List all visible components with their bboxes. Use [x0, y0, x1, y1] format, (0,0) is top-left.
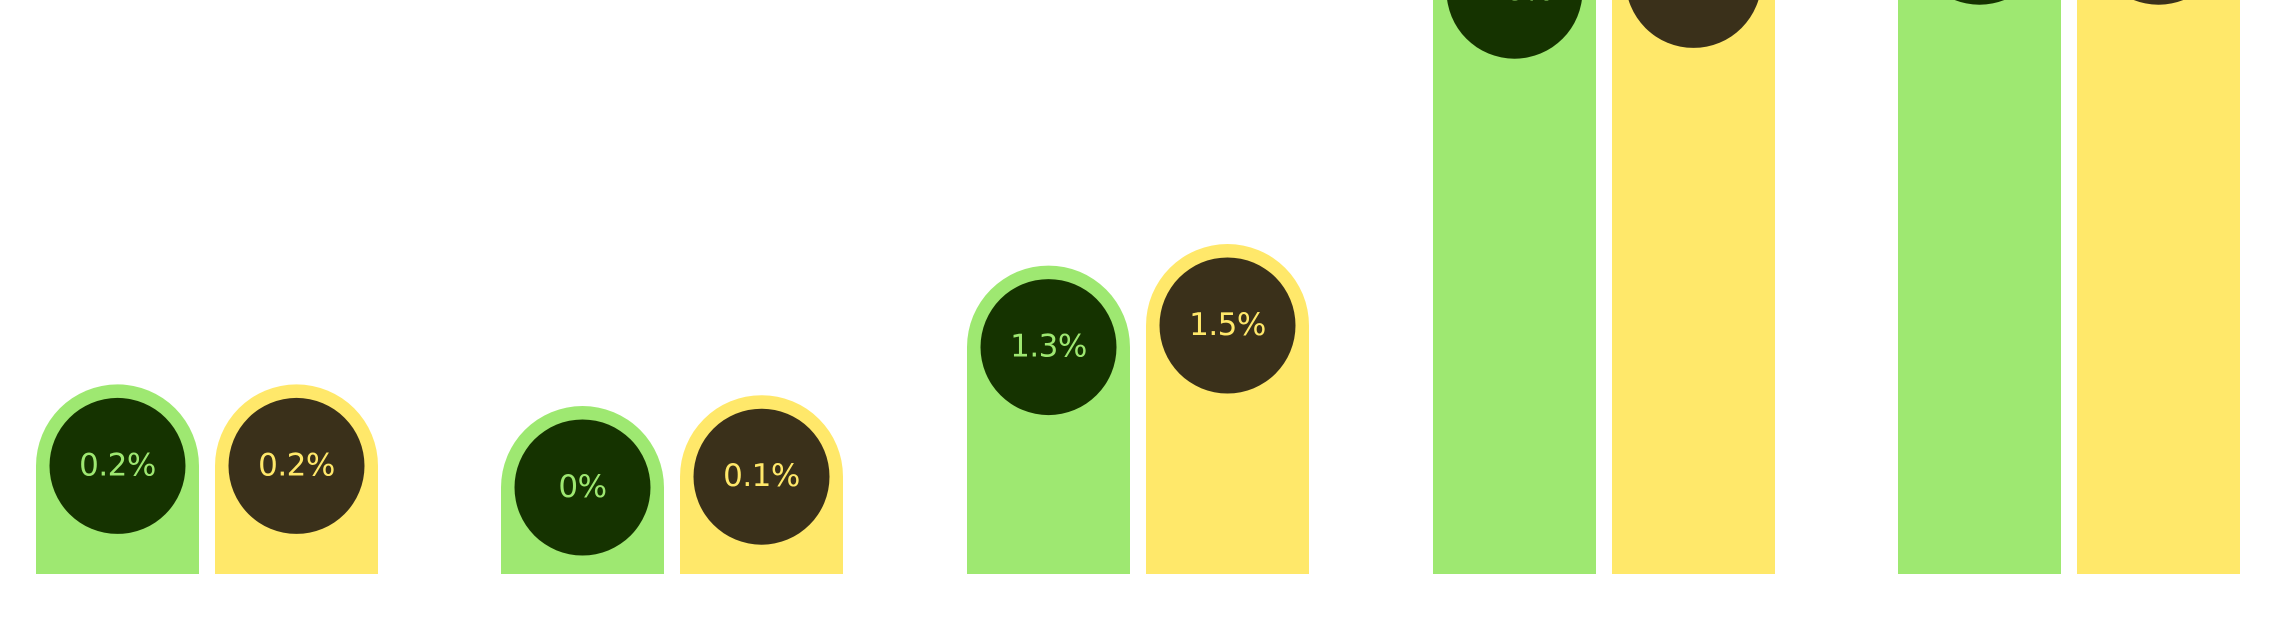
bar-series2-group4 — [1612, 0, 1775, 574]
value-badge-series2-group2 — [693, 408, 830, 545]
data-label-series2-group1: 0.2% — [258, 447, 335, 483]
value-badge-series1-group5 — [1954, 0, 2005, 5]
data-label-series1-group2: 0% — [558, 469, 606, 505]
value-badge-series2-group5 — [2133, 0, 2184, 5]
value-badge-series2-group1 — [228, 397, 365, 534]
value-badge-series2-group3 — [1159, 257, 1296, 394]
value-badge-series1-group4 — [1447, 0, 1582, 59]
data-label-series2-group2: 0.1% — [723, 458, 800, 494]
value-badge-series1-group2 — [514, 419, 651, 556]
data-label-series1-group1: 0.2% — [79, 447, 156, 483]
bar-series1-group5 — [1898, 0, 2061, 574]
bar-series1-group4 — [1433, 0, 1596, 574]
bars-layer: 0.2%0%1.3%4.6%5.1%0.2%0.1%1.5%4.7%5.1% — [36, 0, 2240, 574]
value-badge-series1-group3 — [980, 279, 1117, 416]
data-label-series1-group3: 1.3% — [1010, 329, 1087, 365]
data-label-series2-group3: 1.5% — [1189, 307, 1266, 343]
value-badge-series1-group1 — [49, 397, 186, 534]
data-label-series1-group4: 4.6% — [1476, 0, 1553, 8]
value-badge-series2-group4 — [1628, 0, 1759, 48]
bar-series2-group5 — [2077, 0, 2240, 574]
